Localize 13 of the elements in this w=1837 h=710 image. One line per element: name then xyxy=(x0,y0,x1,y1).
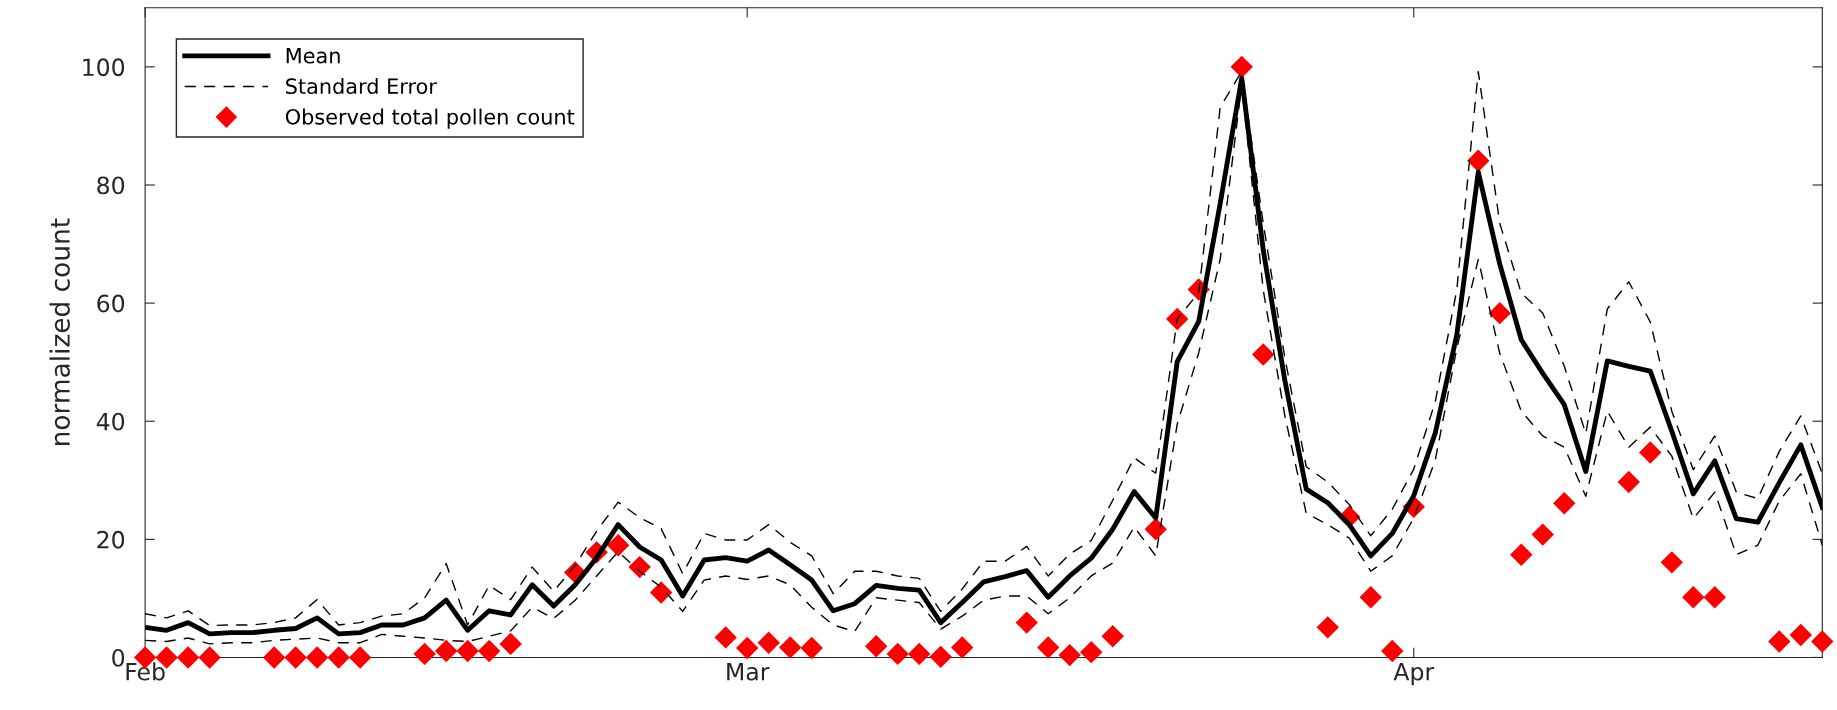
y-tick-label: 60 xyxy=(97,294,125,313)
y-tick-label: 80 xyxy=(97,176,125,195)
y-tick-label: 0 xyxy=(112,648,125,667)
legend-label: Observed total pollen count xyxy=(285,108,575,129)
legend-label: Standard Error xyxy=(286,77,437,95)
y-tick-label: 40 xyxy=(96,412,125,431)
x-tick-label: Feb xyxy=(126,662,165,681)
x-tick-label: Apr xyxy=(1393,663,1435,686)
y-tick-label: 20 xyxy=(97,530,125,549)
y-tick-label: 100 xyxy=(83,58,125,77)
x-tick-label: Mar xyxy=(727,663,770,681)
y-axis-title: normalized count xyxy=(49,218,70,445)
legend-label: Mean xyxy=(286,48,340,64)
